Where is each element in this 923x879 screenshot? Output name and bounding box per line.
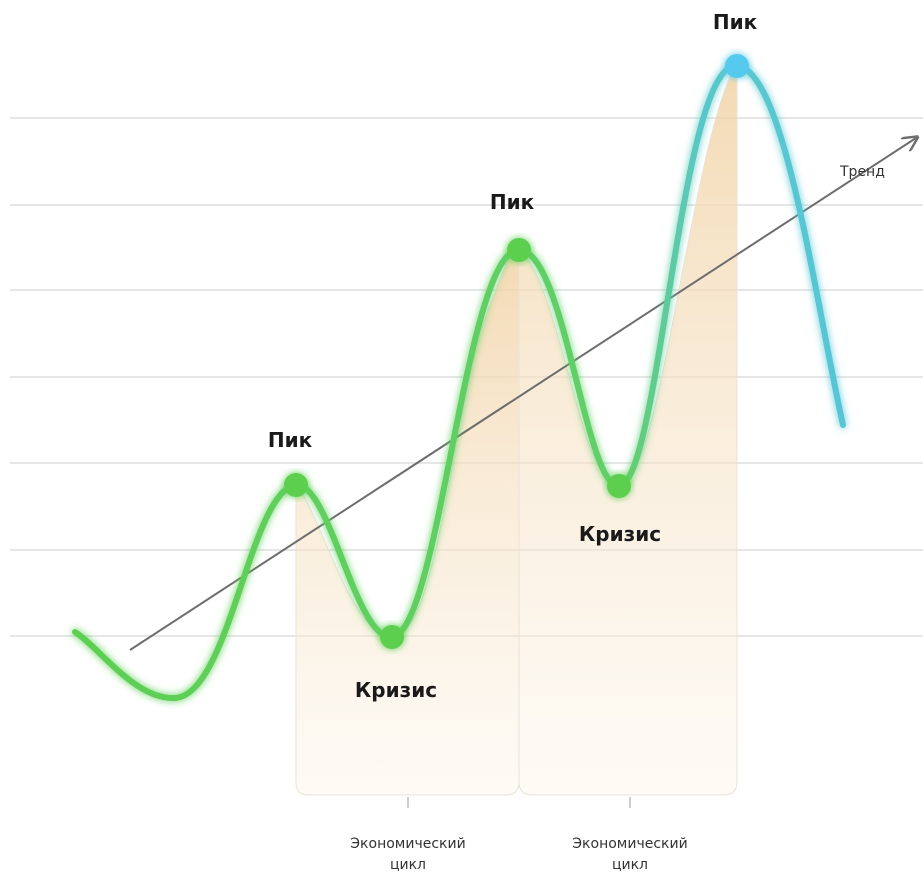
cycle-caption-1-line1: Экономический [350, 836, 465, 852]
cycle-caption-2-line1: Экономический [572, 836, 687, 852]
peak-marker-3 [725, 54, 749, 78]
peak-marker-1 [284, 473, 308, 497]
peak-label-2: Пик [490, 190, 535, 214]
crisis-label-1: Кризис [355, 678, 437, 702]
crisis-marker-2 [607, 474, 631, 498]
trend-label: Тренд [839, 164, 885, 180]
cycle-bands [295, 65, 738, 796]
trend-line [129, 138, 916, 651]
cycle-caption-1-line2: цикл [390, 857, 426, 873]
peak-label-3: Пик [713, 10, 758, 34]
cycle-band-1 [295, 248, 520, 796]
cycle-band-2 [518, 65, 738, 796]
markers [284, 54, 749, 649]
crisis-marker-1 [380, 625, 404, 649]
peak-label-1: Пик [268, 428, 313, 452]
crisis-label-2: Кризис [579, 522, 661, 546]
cycle-caption-2-line2: цикл [612, 857, 648, 873]
peak-marker-2 [507, 238, 531, 262]
